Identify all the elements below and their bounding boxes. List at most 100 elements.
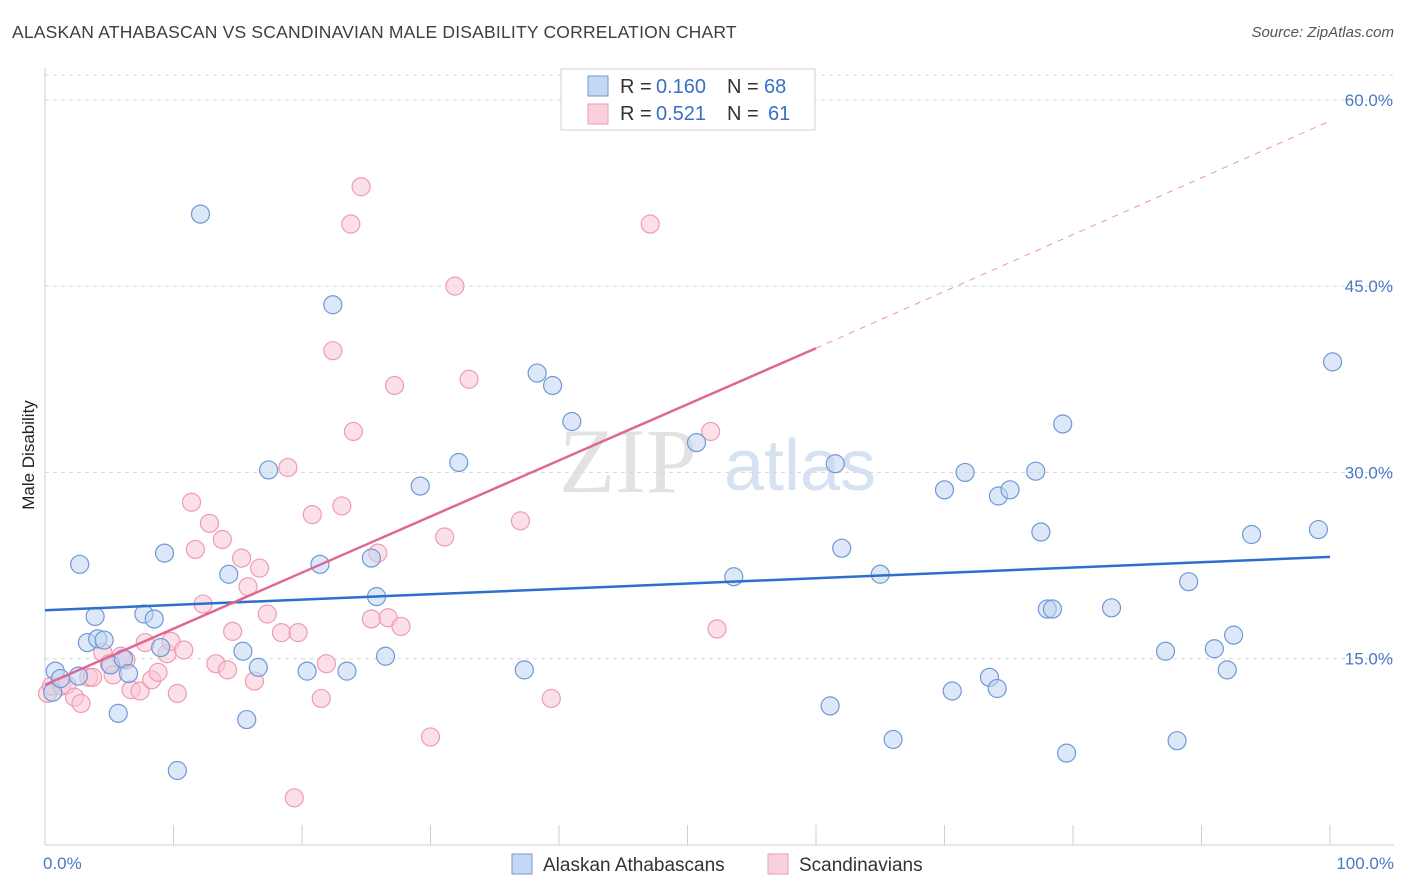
scandinavians-point-43 xyxy=(332,496,352,516)
alaskan-athabascans-point-19 xyxy=(219,564,239,584)
alaskan-athabascans-point-23 xyxy=(258,460,279,480)
y-tick-labels: 15.0% 30.0% 45.0% 60.0% xyxy=(1345,91,1393,669)
legend-n-value-blue: 68 xyxy=(764,76,786,98)
alaskan-athabascans-point-41 xyxy=(832,538,852,558)
scandinavians-point-38 xyxy=(288,623,308,643)
alaskan-athabascans-point-8 xyxy=(94,630,114,650)
scandinavians-point-34 xyxy=(257,604,277,624)
scandinavians-point-54 xyxy=(445,276,465,296)
scandinavians-point-17 xyxy=(148,662,168,682)
source-label: Source: ZipAtlas.com xyxy=(1251,24,1394,41)
alaskan-athabascans-point-16 xyxy=(154,543,175,563)
alaskan-athabascans-point-34 xyxy=(527,363,547,383)
scandinavians-point-60 xyxy=(707,619,727,639)
scandinavians-point-20 xyxy=(167,683,187,704)
legend-r-value-pink: 0.521 xyxy=(656,103,706,125)
scandinavians-point-25 xyxy=(199,513,220,533)
y-tick-label-45: 45.0% xyxy=(1345,277,1393,296)
alaskan-athabascans-point-4 xyxy=(70,554,90,574)
trend-line-scandinavians xyxy=(44,347,817,686)
alaskan-athabascans-point-10 xyxy=(108,703,128,723)
alaskan-athabascans-point-65 xyxy=(1308,519,1329,540)
scandinavians-point-23 xyxy=(185,539,205,560)
alaskan-athabascans-point-6 xyxy=(85,606,105,627)
scandinavians-point-30 xyxy=(232,548,252,568)
alaskan-athabascans-point-32 xyxy=(449,452,469,473)
alaskan-athabascans-point-21 xyxy=(237,709,257,730)
x-tick-label-0: 0.0% xyxy=(43,854,82,873)
bottom-legend-swatch-pink xyxy=(767,853,789,875)
alaskan-athabascans-point-35 xyxy=(542,375,563,396)
alaskan-athabascans-point-50 xyxy=(1000,480,1020,500)
scandinavians-point-5 xyxy=(71,693,91,714)
scandinavians-point-36 xyxy=(278,457,298,478)
scandinavians-point-56 xyxy=(510,511,531,531)
scandinavians-point-42 xyxy=(323,341,343,361)
alaskan-athabascans-point-14 xyxy=(144,609,164,629)
scandinavians-point-44 xyxy=(341,214,361,234)
alaskan-athabascans-point-62 xyxy=(1217,660,1237,680)
scandinavians-point-29 xyxy=(223,621,243,641)
scandinavians-point-47 xyxy=(361,609,381,629)
legend-n-label-pink: N = xyxy=(727,103,759,125)
alaskan-athabascans-point-37 xyxy=(686,433,707,453)
alaskan-athabascans-point-59 xyxy=(1167,731,1187,751)
alaskan-athabascans-point-55 xyxy=(1053,414,1073,434)
bottom-legend-label-blue: Alaskan Athabascans xyxy=(543,855,725,876)
alaskan-athabascans-point-31 xyxy=(410,476,430,496)
legend-r-value-blue: 0.160 xyxy=(656,76,706,98)
alaskan-athabascans-point-45 xyxy=(942,681,962,701)
legend-n-value-pink: 61 xyxy=(768,103,790,125)
alaskan-athabascans-point-61 xyxy=(1204,639,1224,659)
scandinavians-point-37 xyxy=(284,788,304,808)
scandinavians-point-51 xyxy=(391,616,411,637)
scandinavians-point-55 xyxy=(459,369,479,389)
scandinavians-point-45 xyxy=(343,421,363,442)
y-tick-label-15: 15.0% xyxy=(1345,650,1393,669)
alaskan-athabascans-point-66 xyxy=(1322,352,1343,372)
scandinavians-point-14 xyxy=(130,681,150,701)
alaskan-athabascans-point-24 xyxy=(297,661,317,681)
alaskan-athabascans-point-33 xyxy=(514,660,534,680)
scandinavians-point-52 xyxy=(420,727,441,747)
scandinavians-point-57 xyxy=(541,688,561,709)
legend-swatch-blue xyxy=(587,75,609,97)
bottom-legend-swatch-blue xyxy=(511,853,533,875)
alaskan-athabascans-point-51 xyxy=(1026,461,1046,481)
scandinavians-point-33 xyxy=(249,558,270,578)
scandinavians-point-21 xyxy=(174,640,194,660)
alaskan-athabascans-point-48 xyxy=(987,678,1007,699)
trend-lines xyxy=(44,120,1331,686)
x-tick-label-100: 100.0% xyxy=(1336,854,1394,873)
scandinavians-point-39 xyxy=(302,505,322,525)
trend-line-alaskan-athabascans xyxy=(44,555,1331,612)
alaskan-athabascans-point-60 xyxy=(1179,572,1199,592)
bottom-legend-label-pink: Scandinavians xyxy=(799,855,923,876)
alaskan-athabascans-point-27 xyxy=(337,661,357,681)
scandinavians-point-46 xyxy=(351,177,371,197)
alaskan-athabascans-point-20 xyxy=(233,641,253,661)
alaskan-athabascans-point-57 xyxy=(1101,598,1122,618)
alaskan-athabascans-point-64 xyxy=(1242,524,1262,545)
alaskan-athabascans-point-40 xyxy=(825,454,845,474)
y-axis-label: Male Disability xyxy=(19,400,38,510)
alaskan-athabascans-point-54 xyxy=(1042,599,1063,619)
alaskan-athabascans-point-46 xyxy=(955,462,975,483)
scandinavians-point-28 xyxy=(217,660,238,680)
scandinavians-point-40 xyxy=(311,688,331,709)
watermark-zip: ZIP xyxy=(559,410,697,512)
alaskan-athabascans-point-17 xyxy=(167,760,187,781)
grid-lines xyxy=(45,74,1394,660)
scandinavians-point-53 xyxy=(435,527,455,547)
scandinavians-point-27 xyxy=(212,529,232,550)
legend-n-label-blue: N = xyxy=(727,76,759,98)
alaskan-athabascans-point-36 xyxy=(562,411,582,432)
legend-swatch-pink xyxy=(587,103,609,125)
axes xyxy=(44,68,1394,846)
watermark-atlas: atlas xyxy=(724,426,876,506)
alaskan-athabascans-point-22 xyxy=(248,657,268,678)
alaskan-athabascans-point-56 xyxy=(1056,743,1077,763)
alaskan-athabascans-point-30 xyxy=(375,646,396,666)
trend-line-scandinavians-extension xyxy=(815,120,1331,349)
